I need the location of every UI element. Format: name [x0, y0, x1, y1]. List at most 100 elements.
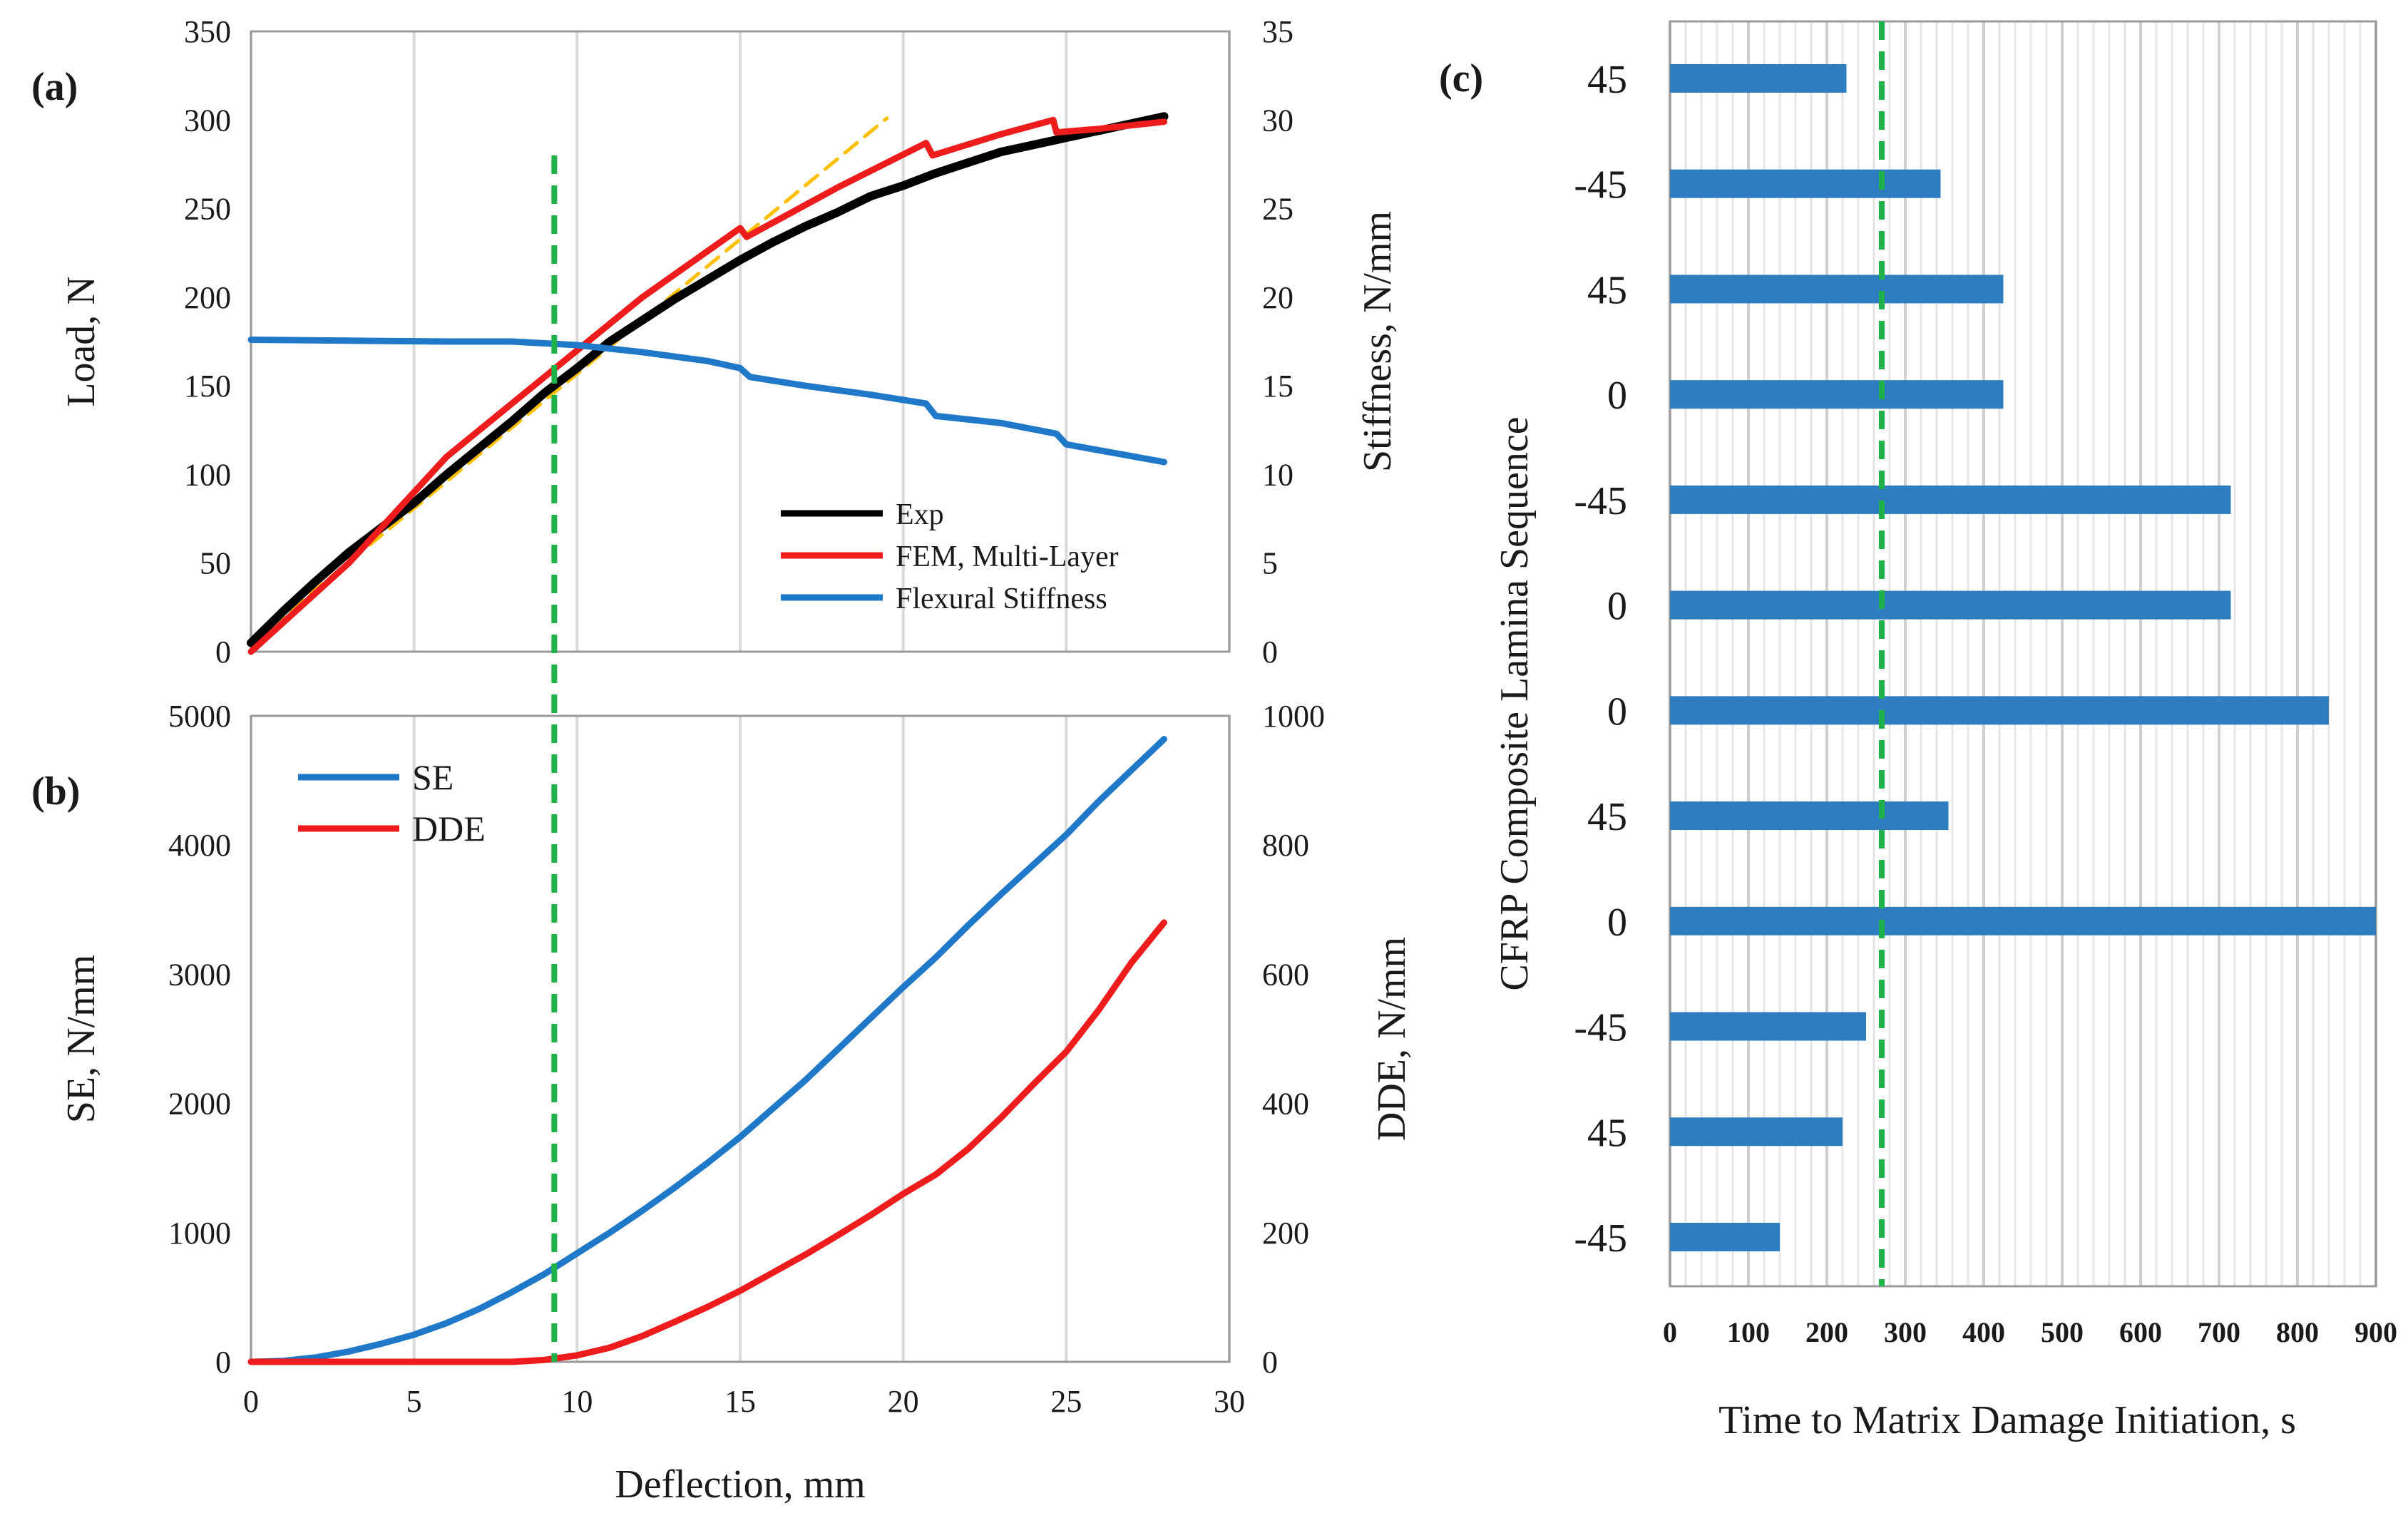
- a-left-tick: 100: [184, 457, 231, 492]
- b-right-tick: 400: [1262, 1087, 1309, 1122]
- panel-c-label: (c): [1439, 56, 1483, 101]
- b-series-se: [247, 736, 1167, 1365]
- c-bar: [1670, 275, 2004, 304]
- a-left-tick: 300: [184, 103, 231, 138]
- a-series-flexural-stiffness: [247, 337, 1167, 466]
- b-left-axis-title: SE, N/mm: [59, 955, 103, 1123]
- b-x-tick: 15: [724, 1384, 756, 1419]
- a-series: [247, 112, 1169, 655]
- b-left-tick: 0: [215, 1345, 231, 1380]
- c-y-axis-title: CFRP Composite Lamina Sequence: [1492, 416, 1537, 990]
- b-left-tick: 4000: [168, 828, 231, 863]
- b-x-tick: 0: [243, 1384, 259, 1419]
- b-left-tick-labels: 0 1000 2000 3000 4000 5000: [168, 699, 231, 1380]
- a-left-axis-title: Load, N: [59, 276, 103, 407]
- a-legend-exp-label: Exp: [896, 498, 944, 531]
- c-category-label: 0: [1607, 585, 1627, 629]
- b-right-tick: 1000: [1262, 699, 1325, 734]
- a-right-tick-labels: 0 5 10 15 20 25 30 35: [1262, 14, 1293, 670]
- c-category-label: 0: [1607, 374, 1627, 418]
- c-category-label: 45: [1587, 58, 1627, 102]
- b-right-tick: 800: [1262, 828, 1309, 863]
- c-bar: [1670, 1223, 1780, 1251]
- b-legend-se-label: SE: [412, 757, 454, 797]
- a-right-tick: 10: [1262, 457, 1293, 492]
- b-series: [247, 736, 1167, 1365]
- b-legend-dde-label: DDE: [412, 809, 486, 848]
- b-left-tick: 5000: [168, 699, 231, 734]
- a-series-fem-multi-layer: [247, 116, 1167, 655]
- a-right-tick: 20: [1262, 280, 1293, 315]
- c-bar: [1670, 1012, 1866, 1041]
- c-x-tick: 700: [2198, 1316, 2240, 1348]
- c-x-tick: 600: [2119, 1316, 2162, 1348]
- a-right-tick: 30: [1262, 103, 1293, 138]
- c-category-label: -45: [1574, 163, 1627, 207]
- b-right-tick-labels: 0 200 400 600 800 1000: [1262, 699, 1325, 1380]
- a-left-tick: 200: [184, 280, 231, 315]
- c-x-tick: 900: [2355, 1316, 2397, 1348]
- c-bar: [1670, 906, 2376, 935]
- a-left-tick: 0: [215, 635, 231, 670]
- a-left-tick: 150: [184, 369, 231, 404]
- a-right-tick: 5: [1262, 546, 1278, 581]
- panel-a: 0 50 100 150 200 250 300 350 0 5 10 15 20 25 30 35 (a)…: [31, 14, 1400, 670]
- c-bar: [1670, 590, 2231, 620]
- c-x-tick: 0: [1663, 1316, 1677, 1348]
- b-left-tick: 3000: [168, 957, 231, 992]
- a-right-axis-title: Stiffness, N/mm: [1356, 211, 1400, 472]
- a-left-tick: 350: [184, 14, 231, 49]
- c-bar: [1670, 696, 2329, 725]
- b-right-tick: 0: [1262, 1345, 1278, 1380]
- a-right-tick: 0: [1262, 635, 1278, 670]
- c-x-tick: 300: [1884, 1316, 1927, 1348]
- c-bar: [1670, 380, 2004, 409]
- c-x-tick: 500: [2041, 1316, 2084, 1348]
- c-category-label: 45: [1587, 795, 1627, 839]
- c-bars: [1670, 64, 2376, 1251]
- c-category-label: 45: [1587, 268, 1627, 312]
- c-x-tick: 200: [1805, 1316, 1848, 1348]
- panel-b-label: (b): [31, 769, 80, 814]
- b-x-tick: 25: [1050, 1384, 1082, 1419]
- a-left-tick-labels: 0 50 100 150 200 250 300 350: [184, 14, 231, 670]
- c-category-label: -45: [1574, 1006, 1627, 1050]
- b-right-tick: 200: [1262, 1216, 1309, 1251]
- c-plot-frame: [1669, 20, 2377, 1288]
- c-bar: [1670, 801, 1949, 831]
- a-series-exp: [247, 112, 1169, 647]
- b-left-tick: 2000: [168, 1087, 231, 1122]
- c-category-label: -45: [1574, 1216, 1627, 1261]
- panel-c: 45 -45 45 0 -45 0 0 45 0 -45 45 -45 0 100 200 300 400 50…: [1439, 20, 2397, 1442]
- b-x-tick: 10: [561, 1384, 593, 1419]
- b-right-tick: 600: [1262, 957, 1309, 992]
- a-legend: Exp FEM, Multi-Layer Flexural Stiffness: [781, 498, 1119, 615]
- c-x-tick: 100: [1727, 1316, 1770, 1348]
- b-legend: SE DDE: [298, 757, 486, 848]
- c-bar: [1670, 169, 1941, 198]
- c-x-tick: 800: [2276, 1316, 2319, 1348]
- c-bar: [1670, 64, 1847, 93]
- b-x-tick: 5: [406, 1384, 422, 1419]
- c-category-labels: 45 -45 45 0 -45 0 0 45 0 -45 45 -45: [1574, 58, 1627, 1261]
- c-x-tick-labels: 0 100 200 300 400 500 600 700 800 900: [1663, 1316, 2397, 1348]
- b-series-dde: [247, 919, 1167, 1365]
- a-right-tick: 35: [1262, 14, 1293, 49]
- c-bar: [1670, 1117, 1843, 1147]
- c-category-label: -45: [1574, 479, 1627, 523]
- b-plot-frame: [250, 714, 1231, 1363]
- a-right-tick: 15: [1262, 369, 1293, 404]
- a-legend-fem-label: FEM, Multi-Layer: [896, 540, 1119, 573]
- c-gridlines: [1669, 21, 2377, 1286]
- b-left-tick: 1000: [168, 1216, 231, 1251]
- b-x-tick-labels: 0 5 10 15 20 25 30: [243, 1384, 1245, 1419]
- b-x-tick: 20: [888, 1384, 919, 1419]
- c-bar: [1670, 485, 2231, 514]
- b-x-axis-title: Deflection, mm: [615, 1462, 865, 1507]
- c-category-label: 0: [1607, 901, 1627, 945]
- panel-a-label: (a): [31, 65, 78, 109]
- c-category-label: 45: [1587, 1111, 1627, 1155]
- b-gridlines: [250, 716, 1231, 1362]
